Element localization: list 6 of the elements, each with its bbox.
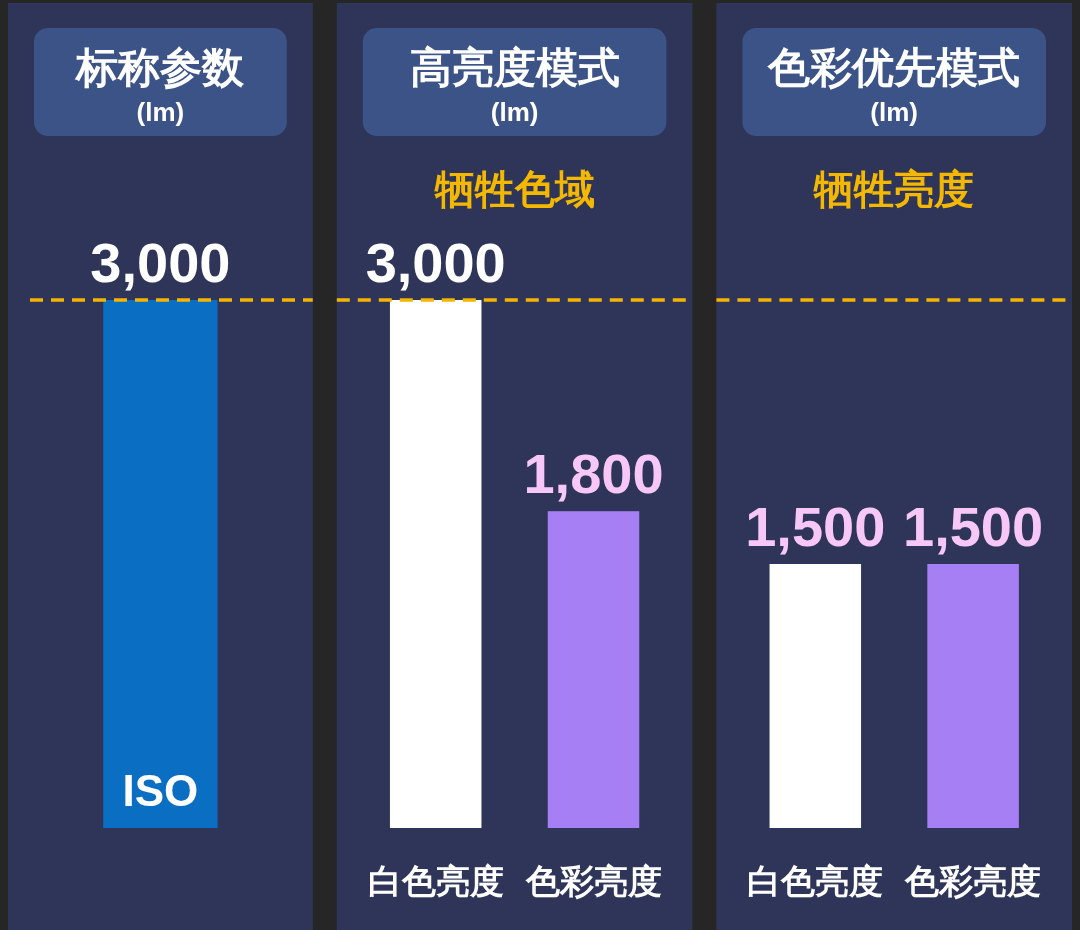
title: 标称参数	[76, 44, 245, 91]
subtitle: (lm)	[136, 97, 185, 127]
title: 高亮度模式	[409, 44, 620, 91]
subtitle: (lm)	[870, 97, 919, 127]
subtitle: (lm)	[490, 97, 539, 127]
title: 色彩优先模式	[768, 44, 1021, 91]
